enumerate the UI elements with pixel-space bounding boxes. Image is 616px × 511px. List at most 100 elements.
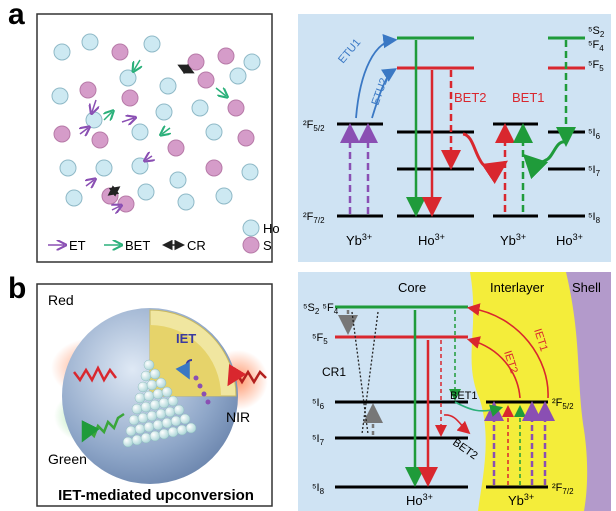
- core-atom: [149, 399, 161, 411]
- energy-dot: [201, 391, 207, 397]
- shell-label: Shell: [572, 280, 601, 295]
- interlayer-wedge: [150, 325, 221, 396]
- etu1-arrow: [355, 33, 398, 119]
- label-s2f4-b: ⁵S2 ⁵F4: [303, 302, 339, 316]
- s-ion: [167, 139, 185, 157]
- et-legend-label: ET: [69, 238, 86, 253]
- ho-ion: [215, 187, 233, 205]
- s-legend-icon: [242, 236, 260, 254]
- ho-ion: [53, 43, 71, 61]
- core-atom: [143, 359, 155, 371]
- bet2-label: BET2: [454, 90, 487, 105]
- bet2-arrow-b: [443, 414, 471, 435]
- core-atom: [134, 423, 146, 435]
- core-atom: [146, 379, 158, 391]
- label-2f52-b: ²F5/2: [552, 397, 574, 411]
- s-ion: [111, 43, 129, 61]
- core-atom: [137, 381, 149, 393]
- cr-legend-label: CR: [187, 238, 206, 253]
- core-atom: [167, 426, 179, 438]
- et-arrow: [92, 99, 96, 112]
- core-atom: [128, 414, 140, 426]
- core-atom: [143, 390, 155, 402]
- yb-label-b: Yb3+: [508, 492, 534, 508]
- green-label: Green: [48, 451, 87, 467]
- core-lattice: [122, 359, 211, 448]
- ho-ion: [241, 163, 259, 181]
- core-atom: [185, 422, 197, 434]
- green-wave: [81, 412, 125, 443]
- bet-arrow: [215, 88, 226, 96]
- core-atom: [122, 436, 134, 448]
- label-5f5-b: ⁵F5: [312, 332, 328, 346]
- ho-ion: [95, 159, 113, 177]
- s-ion: [237, 129, 255, 147]
- ho-ion: [51, 87, 69, 105]
- core-atom: [164, 406, 176, 418]
- s-ion: [197, 71, 215, 89]
- et-arrow: [112, 206, 120, 210]
- core-atom: [143, 421, 155, 433]
- label-5f4-a: ⁵F4: [588, 39, 604, 53]
- ho-ion: [81, 33, 99, 51]
- ho-ion: [131, 123, 149, 141]
- ho-ion: [85, 111, 103, 129]
- nir-wave: [227, 363, 267, 387]
- bet-arrow: [104, 112, 112, 120]
- core-atom: [170, 415, 182, 427]
- s-ion: [121, 89, 139, 107]
- bet1-label: BET1: [512, 90, 545, 105]
- label-5i6-b: ⁵I6: [312, 397, 325, 411]
- et-arrow: [146, 156, 152, 160]
- label-5f5-a: ⁵F5: [588, 59, 604, 73]
- core-atom: [176, 424, 188, 436]
- et-arrow: [86, 180, 94, 186]
- label-5s2-a: ⁵S2: [588, 25, 605, 39]
- s-ion: [117, 195, 135, 213]
- core-atom: [152, 388, 164, 400]
- ho-ion: [177, 193, 195, 211]
- ho-ion: [155, 103, 173, 121]
- ho-ion: [65, 189, 83, 207]
- label-5i8-b: ⁵I8: [312, 482, 325, 496]
- ho-legend-icon: [242, 219, 260, 237]
- bet1-label-b: BET1: [450, 390, 478, 402]
- s-ion: [217, 47, 235, 65]
- core-atom: [125, 425, 137, 437]
- s-legend-label: S: [263, 238, 272, 253]
- s-ion: [227, 99, 245, 117]
- core-atom: [146, 410, 158, 422]
- et-arrow: [80, 128, 88, 134]
- panel-letter-a: a: [8, 0, 25, 31]
- iet2-arrow: [466, 336, 521, 399]
- label-5i7-a: ⁵I7: [588, 164, 601, 178]
- et-arrow: [121, 118, 134, 122]
- ho-ion: [119, 69, 137, 87]
- bet2-arrow: [462, 132, 508, 184]
- label-5i6-a: ⁵I6: [588, 127, 601, 141]
- panel-letter-b: b: [8, 272, 27, 305]
- core-atom: [131, 403, 143, 415]
- core-atom: [167, 395, 179, 407]
- ho-ion: [205, 123, 223, 141]
- core-atom: [158, 428, 170, 440]
- energy-dot: [197, 383, 203, 389]
- ho-ion: [191, 99, 209, 117]
- yb-label-a1: Yb3+: [346, 232, 372, 248]
- label-5i8-a: ⁵I8: [588, 211, 601, 225]
- core-atom: [152, 419, 164, 431]
- core-atom: [155, 408, 167, 420]
- core-atom: [140, 401, 152, 413]
- ho-ion: [59, 159, 77, 177]
- ho-legend-label: Ho: [263, 221, 280, 236]
- ho-ion: [243, 53, 261, 71]
- s-ion: [91, 131, 109, 149]
- red-label: Red: [48, 292, 74, 308]
- panel-b-levels: [335, 305, 548, 489]
- ion-scatter: [51, 33, 261, 213]
- ho-ion: [229, 67, 247, 85]
- s-ion: [79, 81, 97, 99]
- ho-label-b: Ho3+: [406, 492, 433, 508]
- core-atom: [134, 392, 146, 404]
- label-2f72-a: ²F7/2: [303, 211, 325, 225]
